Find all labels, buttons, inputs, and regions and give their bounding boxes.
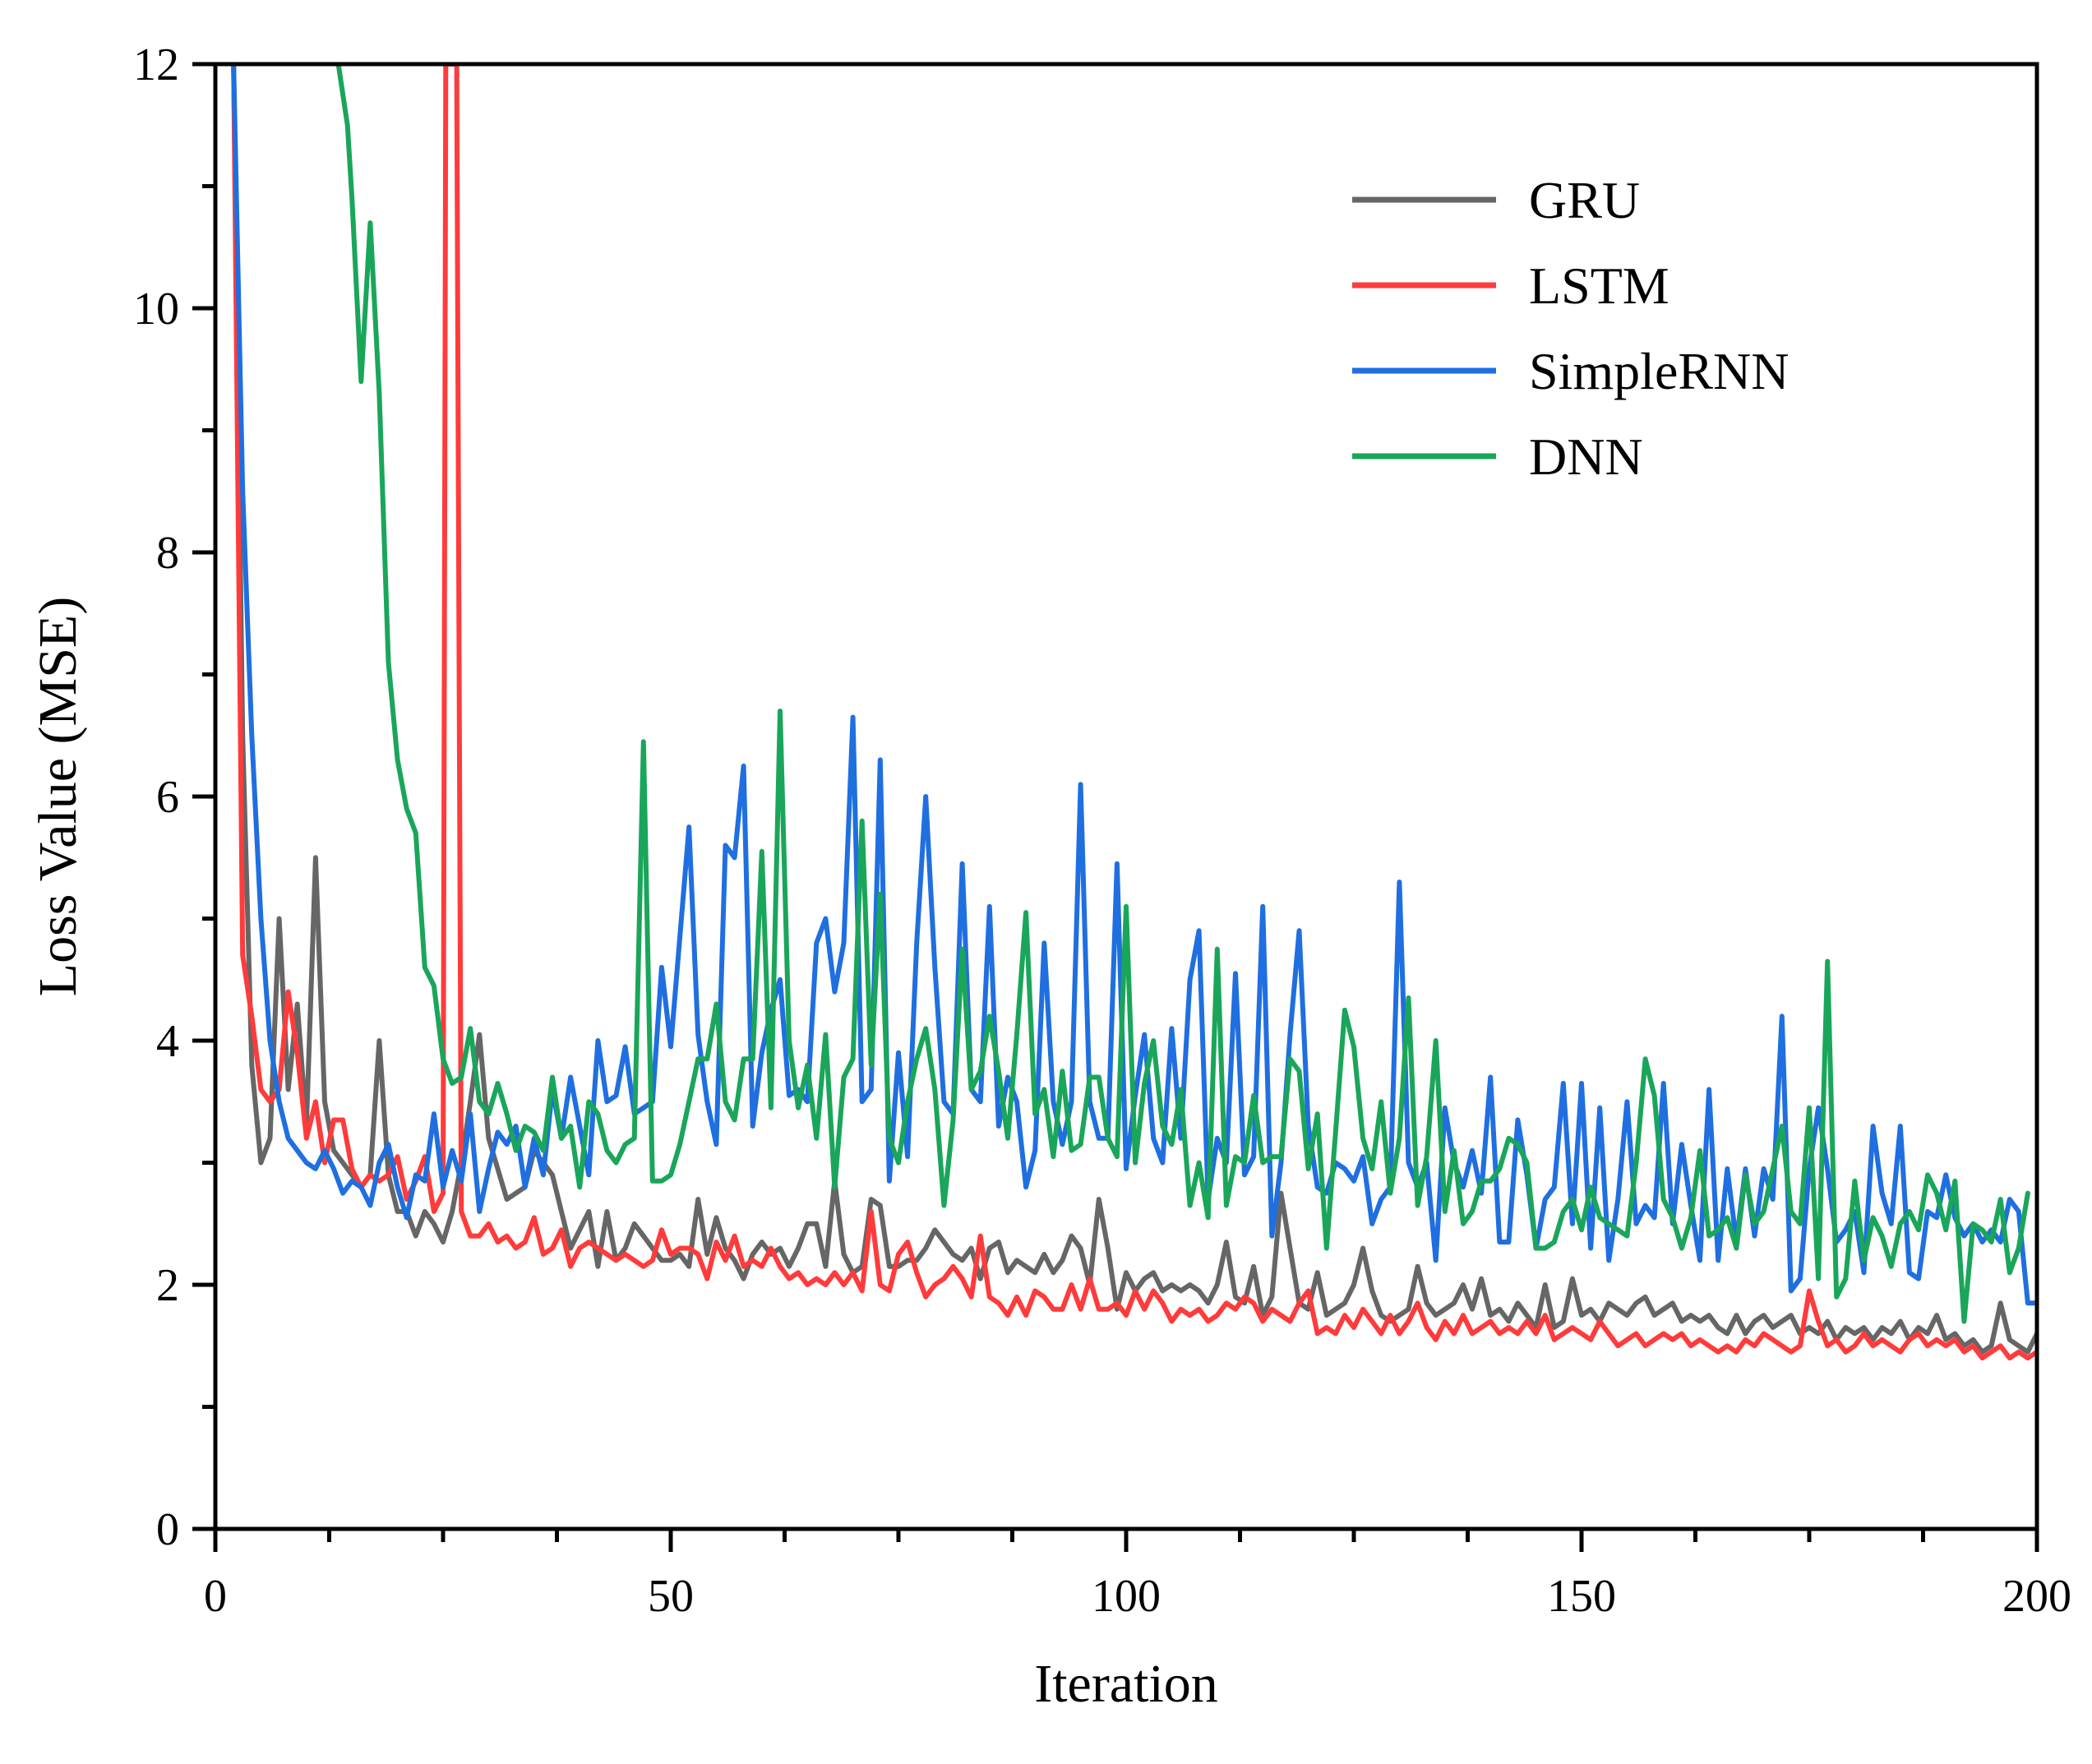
legend-label-dnn: DNN [1529,427,1643,486]
y-tick-label: 0 [156,1504,179,1555]
legend-label-gru: GRU [1529,171,1640,229]
y-axis: 0 2 4 6 8 10 12 [133,39,215,1555]
series-line-lstm [231,64,2037,1361]
x-tick-label: 0 [204,1571,227,1622]
y-tick-label: 2 [156,1260,179,1311]
y-tick-label: 12 [133,39,179,90]
x-tick-label: 50 [648,1571,694,1622]
legend-label-lstm: LSTM [1529,256,1669,315]
y-tick-label: 8 [156,528,179,579]
x-tick-label: 100 [1092,1571,1161,1622]
legend-label-simplernn: SimpleRNN [1529,342,1789,400]
y-tick-label: 4 [156,1016,179,1067]
series-line-dnn [335,64,2030,1324]
series-layer [231,64,2037,1361]
legend: GRU LSTM SimpleRNN DNN [1352,171,1789,486]
x-tick-label: 200 [2002,1571,2071,1622]
x-axis-title: Iteration [1034,1654,1218,1714]
y-tick-label: 6 [156,772,179,823]
y-tick-label: 10 [133,284,179,335]
y-axis-title: Loss Value (MSE) [28,597,88,996]
x-axis: 0 50 100 150 200 [204,1529,2071,1622]
x-tick-label: 150 [1547,1571,1616,1622]
